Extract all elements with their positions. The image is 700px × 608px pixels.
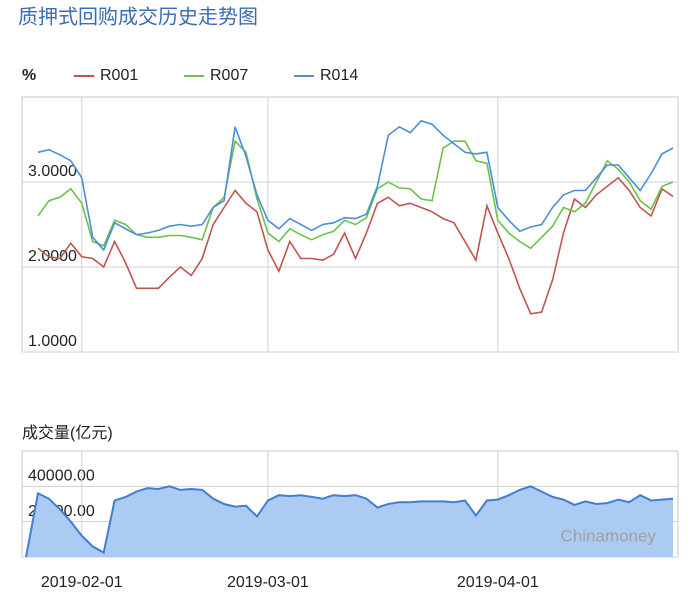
y-tick-label: 1.0000 <box>28 333 77 350</box>
y-axis-label: % <box>22 67 36 84</box>
area-fill <box>26 486 673 557</box>
legend-label: R001 <box>100 67 138 84</box>
series-line <box>37 139 674 250</box>
panel-title: 成交量(亿元) <box>22 424 113 442</box>
y-tick-label: 40000.00 <box>28 468 95 485</box>
x-tick-label: 2019-03-01 <box>227 574 309 591</box>
plot-area <box>21 96 679 353</box>
chart-title: 质押式回购成交历史走势图 <box>18 5 258 28</box>
x-tick-label: 2019-02-01 <box>41 574 123 591</box>
legend-label: R014 <box>320 67 358 84</box>
series-line <box>37 176 674 315</box>
legend-label: R007 <box>210 67 248 84</box>
series-line <box>37 119 674 252</box>
x-tick-label: 2019-04-01 <box>457 574 539 591</box>
y-tick-label: 3.0000 <box>28 163 77 180</box>
watermark: Chinamoney <box>561 526 657 545</box>
area-line <box>25 485 674 558</box>
